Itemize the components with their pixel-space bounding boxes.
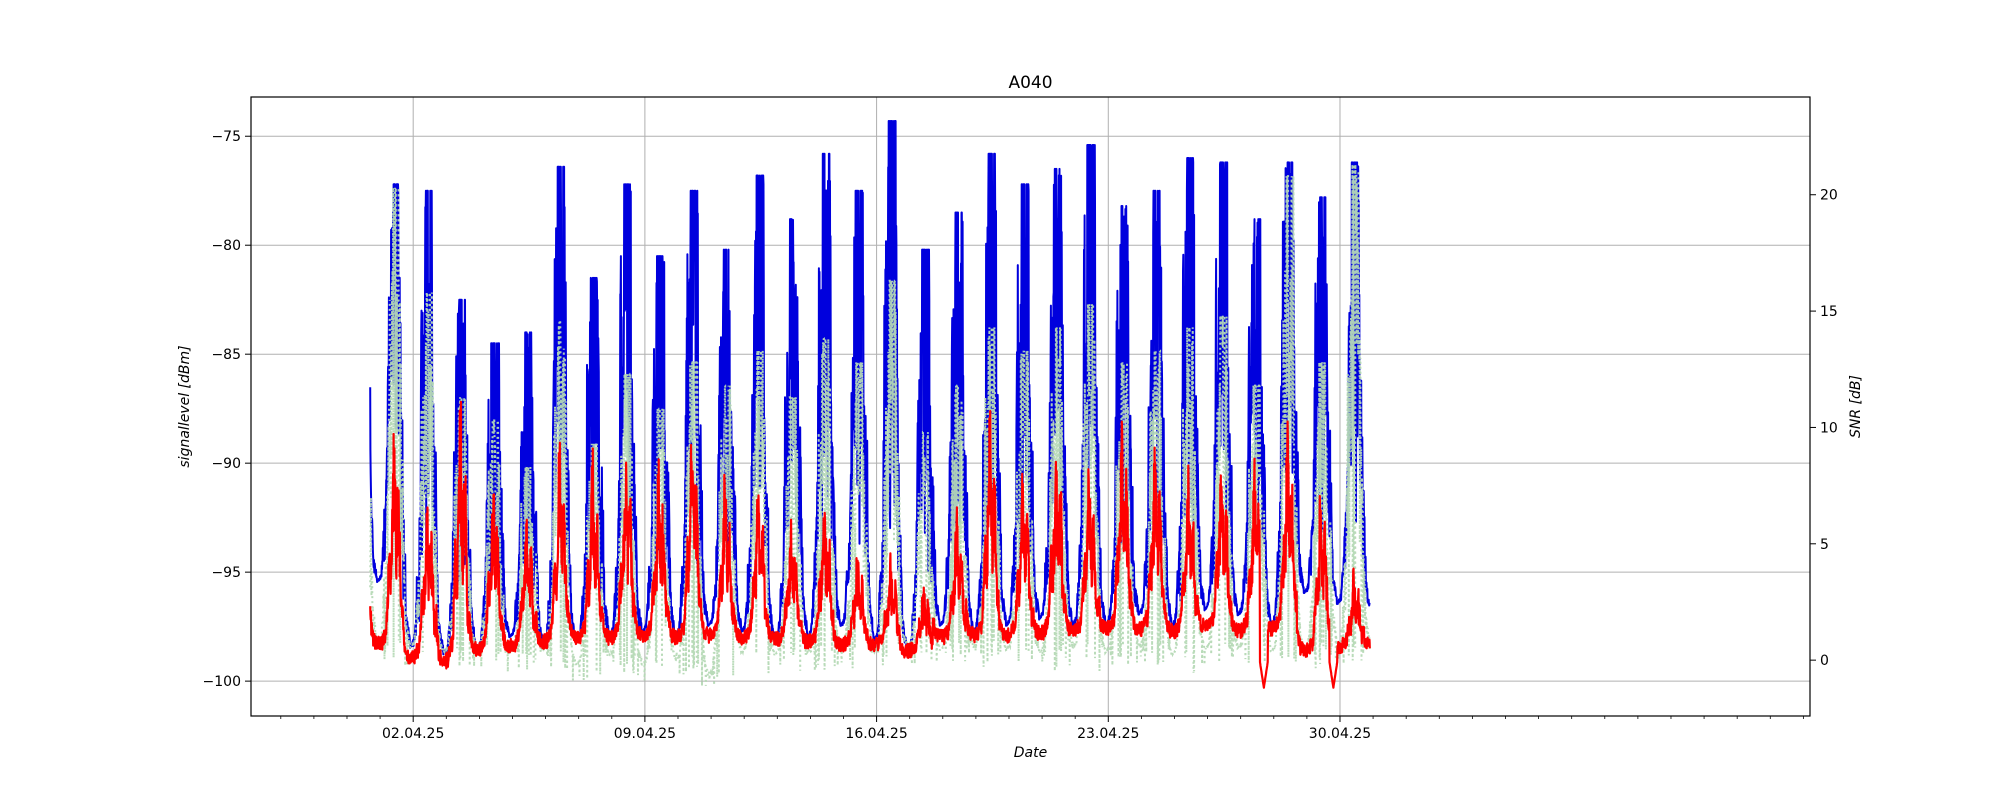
y-left-tick-label: −80 — [211, 238, 241, 254]
snr-line — [369, 164, 1371, 687]
y-left-tick-label: −85 — [211, 347, 241, 363]
plot-frame — [250, 96, 1811, 717]
y-axis-left-label: signallevel [dBm] — [177, 345, 193, 467]
axis-ticks: 02.04.25 09.04.25 16.04.25 23.04.25 30.04.25… — [203, 129, 1838, 742]
x-tick-label: 30.04.25 — [1309, 726, 1371, 742]
plot-series — [369, 120, 1371, 689]
y-left-tick-label: −95 — [211, 565, 241, 581]
y-right-tick-label: 5 — [1820, 537, 1829, 553]
x-tick-label: 16.04.25 — [845, 726, 907, 742]
y-right-tick-label: 15 — [1820, 304, 1838, 320]
chart-title: A040 — [1008, 73, 1052, 93]
y-right-tick-label: 10 — [1820, 420, 1838, 436]
y-left-tick-label: −75 — [211, 129, 241, 145]
x-tick-label: 02.04.25 — [382, 726, 444, 742]
y-axis-right-label: SNR [dB] — [1848, 375, 1864, 438]
y-right-tick-label: 0 — [1820, 653, 1829, 669]
y-right-tick-label: 20 — [1820, 188, 1838, 204]
x-tick-label: 23.04.25 — [1077, 726, 1139, 742]
y-left-tick-label: −90 — [211, 456, 241, 472]
x-tick-label: 09.04.25 — [614, 726, 676, 742]
noise-line — [369, 400, 1371, 689]
y-left-tick-label: −100 — [203, 674, 241, 690]
x-axis-label: Date — [1014, 745, 1047, 761]
